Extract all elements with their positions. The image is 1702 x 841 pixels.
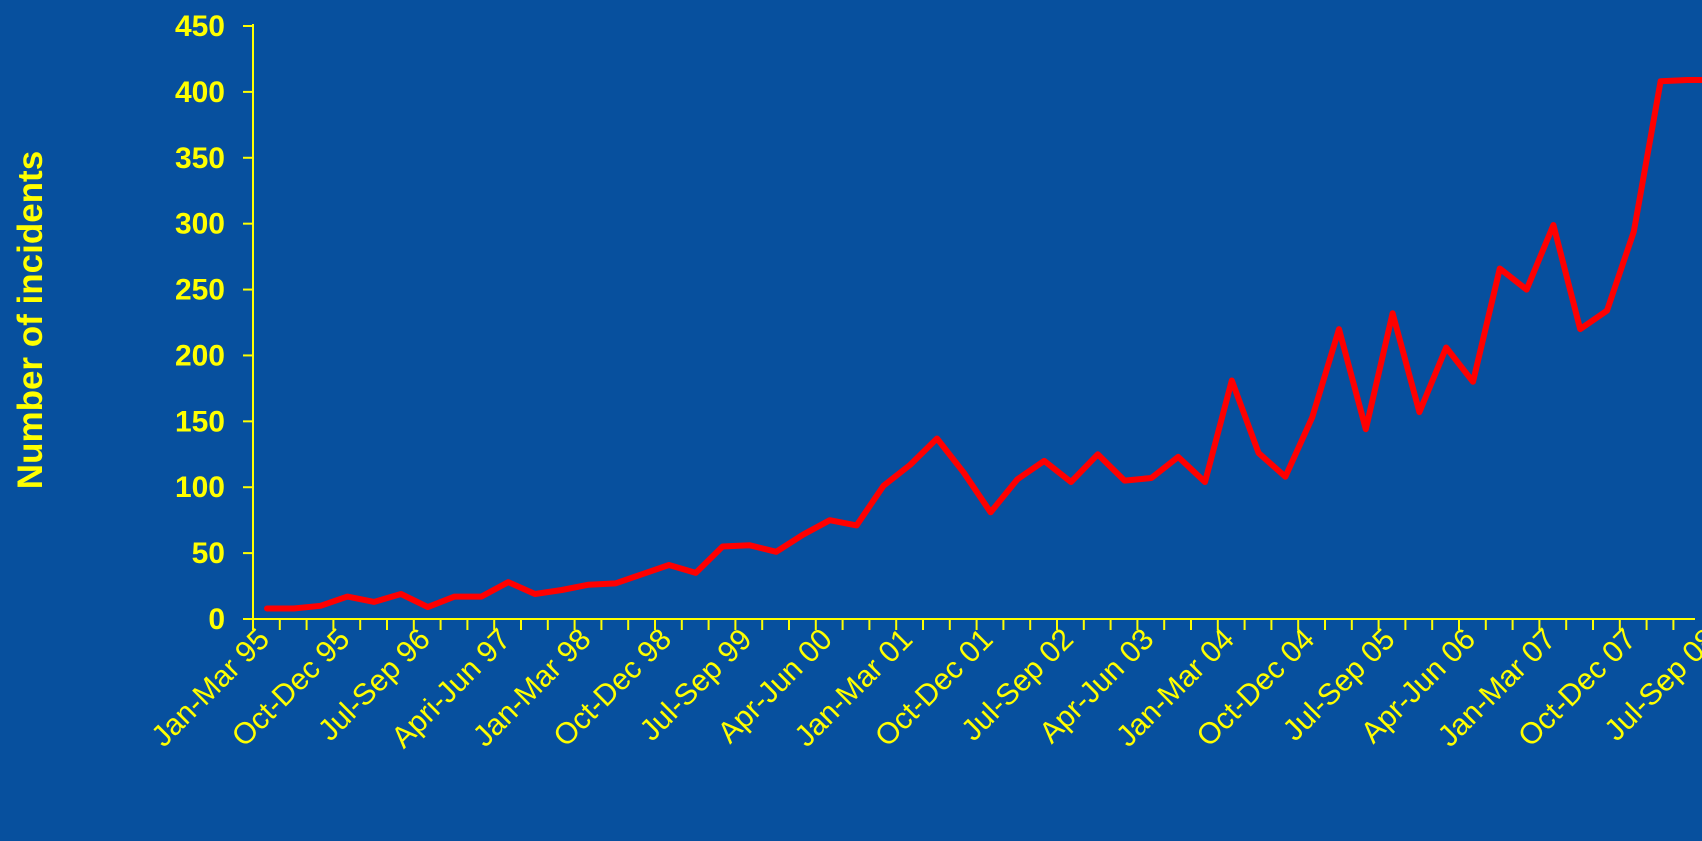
data-point [1633,231,1634,232]
y-tick-label: 100 [175,471,225,504]
data-point [937,438,938,439]
data-point [293,608,294,609]
data-point [1231,380,1232,381]
data-point [1339,329,1340,330]
data-point [1151,478,1152,479]
data-point [642,574,643,575]
y-ticks: 0 50 100 150 200 250 300 350 400 450 [175,10,253,636]
data-point [1499,268,1500,269]
data-point [829,520,830,521]
data-point [990,512,991,513]
data-point [1285,476,1286,477]
data-point [1312,417,1313,418]
data-point [1446,347,1447,348]
data-point [481,596,482,597]
data-point [1419,412,1420,413]
y-axis-label: Number of incidents [11,151,50,489]
data-point [374,601,375,602]
series-line [267,80,1702,609]
data-point [776,551,777,552]
data-point [1071,482,1072,483]
data-point [695,572,696,573]
y-tick-label: 400 [175,76,225,109]
data-point [561,590,562,591]
data-point [401,594,402,595]
data-point [615,583,616,584]
data-point [1044,460,1045,461]
y-tick-label: 350 [175,142,225,175]
data-point [1017,479,1018,480]
data-point [1258,453,1259,454]
data-point [1097,454,1098,455]
data-point [1473,381,1474,382]
y-tick-label: 0 [208,603,225,636]
data-point [803,534,804,535]
data-point [508,582,509,583]
data-point [1124,480,1125,481]
data-point [749,545,750,546]
data-point [1687,80,1688,81]
data-point [1205,482,1206,483]
data-point [1660,81,1661,82]
y-tick-label: 50 [192,537,225,570]
data-point [856,525,857,526]
data-point [427,607,428,608]
y-tick-label: 450 [175,10,225,43]
data-point [722,546,723,547]
data-point [963,472,964,473]
y-tick-label: 150 [175,405,225,438]
data-point [1607,310,1608,311]
data-point [1392,313,1393,314]
data-point [1553,225,1554,226]
data-point [669,565,670,566]
series-group [267,80,1702,610]
data-point [535,594,536,595]
data-point [267,608,268,609]
data-point [1526,289,1527,290]
data-point [588,584,589,585]
data-point [347,596,348,597]
data-point [1365,429,1366,430]
data-point [454,596,455,597]
data-point [883,485,884,486]
data-point [1580,329,1581,330]
y-tick-label: 200 [175,339,225,372]
data-point [910,464,911,465]
data-point [320,605,321,606]
axes [253,24,1695,619]
y-tick-label: 300 [175,208,225,241]
data-point [1178,456,1179,457]
y-tick-label: 250 [175,274,225,307]
